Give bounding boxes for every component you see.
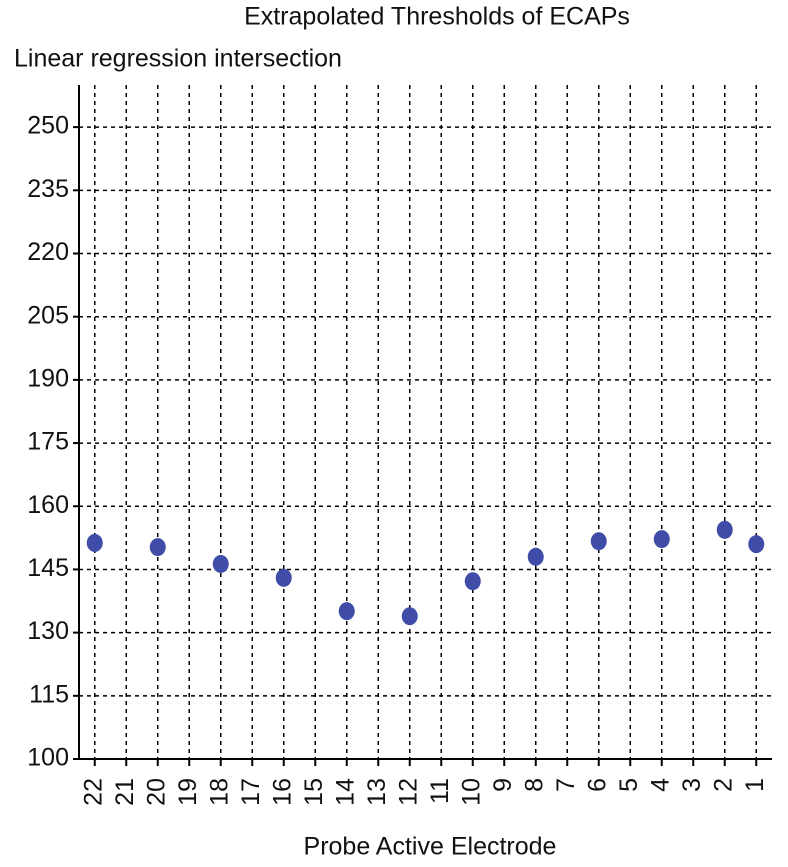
- y-tick-label: 160: [27, 491, 69, 519]
- point: [464, 572, 481, 591]
- x-tick-label: 4: [646, 778, 674, 792]
- y-tick-label: 145: [27, 554, 69, 582]
- y-tick-label: 175: [27, 428, 69, 456]
- y-axis-label: Linear regression intersection: [14, 45, 342, 73]
- point: [275, 568, 292, 587]
- x-tick-label: 22: [79, 778, 107, 806]
- x-tick-label: 3: [678, 778, 706, 792]
- x-tick-label: 11: [426, 778, 454, 804]
- x-tick-label: 8: [520, 778, 548, 792]
- x-tick-label: 16: [268, 778, 296, 806]
- point: [338, 602, 355, 621]
- x-tick-label: 14: [331, 778, 359, 806]
- y-tick-label: 250: [27, 112, 69, 140]
- y-tick-label: 220: [27, 238, 69, 266]
- x-tick-label: 1: [741, 778, 769, 792]
- chart-title: Extrapolated Thresholds of ECAPs: [244, 3, 630, 31]
- point: [716, 520, 733, 539]
- y-tick-label: 130: [27, 617, 69, 645]
- x-tick-label: 13: [363, 778, 391, 806]
- x-tick-label: 9: [489, 778, 517, 792]
- point: [212, 554, 229, 573]
- x-tick-label: 12: [394, 778, 422, 806]
- x-tick-label: 17: [237, 778, 265, 806]
- x-tick-label: 10: [457, 778, 485, 806]
- x-tick-label: 18: [205, 778, 233, 806]
- x-tick-label: 7: [552, 778, 580, 792]
- point: [86, 533, 103, 552]
- point: [149, 538, 166, 557]
- x-tick-label: 15: [300, 778, 328, 806]
- x-tick-label: 21: [111, 778, 139, 806]
- x-tick-label: 19: [174, 778, 202, 806]
- point: [527, 547, 544, 566]
- x-axis-label: Probe Active Electrode: [304, 833, 557, 861]
- y-tick-label: 115: [29, 680, 69, 708]
- point: [748, 535, 765, 554]
- point: [653, 530, 670, 549]
- point: [401, 607, 418, 626]
- y-tick-label: 205: [27, 301, 69, 329]
- x-tick-label: 2: [709, 778, 737, 792]
- x-tick-label: 6: [583, 778, 611, 792]
- point: [590, 532, 607, 551]
- y-tick-label: 100: [27, 744, 69, 772]
- x-tick-label: 20: [142, 778, 170, 806]
- y-tick-label: 190: [27, 364, 69, 392]
- x-tick-label: 5: [615, 778, 643, 792]
- y-tick-label: 235: [27, 175, 69, 203]
